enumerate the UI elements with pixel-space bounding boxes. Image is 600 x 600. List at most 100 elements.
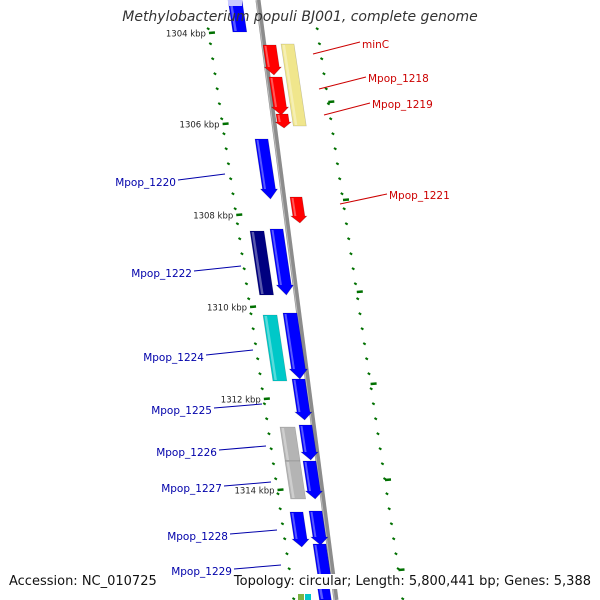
scale-dot-right [360,327,364,331]
gene-arrow-mpop-1218-highlight [270,78,277,107]
gene-label-leader [323,102,371,116]
gene-arrow-mpop-1220-highlight [256,140,266,189]
gene-label[interactable]: minC [362,39,389,51]
gene-label[interactable]: Mpop_1220 [115,177,176,189]
kbp-label: 1312 kbp [221,396,261,406]
gene-block-cyan [262,314,288,382]
gene-label[interactable]: Mpop_1226 [156,447,217,459]
gene-arrow-mpop-1225 [291,378,313,421]
scale-dot-left [237,237,242,241]
scale-dot-right [378,447,382,451]
gene-label[interactable]: Mpop_1221 [389,190,450,202]
scale-dot-right [371,402,376,406]
gene-label[interactable]: Mpop_1219 [372,99,433,111]
gene-arrow-mpop-1222-highlight [271,230,282,285]
scale-dot-right [326,102,331,106]
scale-dot-left [285,552,289,556]
scale-dot-right [328,117,333,121]
scale-dot-left [271,462,276,466]
scale-dot-left [262,402,267,406]
scale-tick-right [398,568,405,572]
gene-label[interactable]: Mpop_1222 [131,268,192,280]
scale-dot-right [333,147,337,151]
gene-arrow-minC-highlight [264,46,270,67]
scale-dot-left [228,177,233,181]
scale-tick-right [328,100,335,104]
kbp-tick [222,122,229,126]
gene-label[interactable]: Mpop_1225 [151,405,212,417]
scale-dot-left [215,87,219,91]
scale-dot-left [280,522,285,526]
gene-label-leader [318,76,367,90]
feature-layer [227,0,334,600]
scale-dot-right [362,342,367,346]
gene-label-leader [213,403,263,409]
scale-dot-right [369,387,373,391]
gene-label-leader [218,445,267,451]
gene-arrow-mpop-1221 [289,196,308,224]
scale-dot-left [242,267,246,271]
gene-arrow-mpop-1227 [302,460,324,500]
gene-arrow-mpop-1229-highlight [314,545,322,576]
gene-label[interactable]: Mpop_1224 [143,352,204,364]
gene-arrow-mpop-1226-highlight [300,426,307,452]
gene-block-gray-2 [284,460,307,500]
gene-arrow-mpop-1222 [269,228,294,296]
kbp-label: 1304 kbp [166,30,206,40]
gene-arrow-mpop-1224-highlight [284,314,295,369]
scale-dot-right [337,177,342,181]
scale-dot-left [269,447,273,451]
map-title: Methylobacterium populi BJ001, complete … [122,9,478,25]
scale-dot-left [235,222,240,226]
gene-arrow-minC [262,44,282,76]
gene-arrow-mpop-1220 [254,138,279,200]
gene-arrow-mpop-1221-highlight [291,198,297,216]
gene-label[interactable]: Mpop_1228 [167,531,228,543]
scale-dot-left [273,477,278,481]
scale-dot-left [255,357,260,361]
gene-label-leader [223,481,272,487]
scale-dot-left [253,342,258,346]
scale-dot-left [267,432,271,436]
kbp-label: 1310 kbp [207,304,247,314]
gene-block-cyan-highlight [264,316,277,380]
scale-dot-right [315,27,319,31]
scale-tick-right [370,382,377,386]
gene-arrow-mpop-1228-b-highlight [310,512,317,537]
scale-dot-right [385,492,389,496]
scale-dot-left [287,567,291,571]
scale-dot-right [364,357,369,361]
kbp-tick [263,397,270,401]
kbp-label: 1314 kbp [234,487,274,497]
scale-dot-left [278,507,282,511]
gene-label-leader [229,529,278,535]
kbp-tick [208,31,216,35]
scale-dot-left [240,252,244,256]
gene-arrow-top-highlight [229,1,237,31]
scale-dot-right [324,87,328,91]
kbp-tick [236,213,243,217]
scale-dot-left [244,282,249,286]
gene-block-gray-1-highlight [281,428,290,460]
scale-dot-left [213,72,217,76]
gene-arrow-mpop-1227-highlight [304,462,311,491]
scale-dot-right [335,162,340,166]
gene-label-leader [177,173,226,181]
gene-arrow-mpop-1219 [274,113,293,129]
gene-label[interactable]: Mpop_1229 [171,566,232,578]
kbp-label: 1308 kbp [193,212,233,222]
gene-block-navy [249,230,274,296]
gene-label[interactable]: Mpop_1227 [161,483,222,495]
gene-block-khaki-highlight [282,45,298,125]
kbp-tick [249,305,257,309]
genome-backbone-highlight [256,0,335,600]
scale-dot-left [291,597,296,600]
scale-dot-right [344,222,349,226]
gene-label[interactable]: Mpop_1218 [368,73,429,85]
gene-arrow-top [227,0,248,33]
scale-dot-left [210,57,215,61]
scale-tick-right [384,478,392,482]
gene-arrow-mpop-1228-a [289,511,310,548]
scale-dot-right [342,207,346,211]
